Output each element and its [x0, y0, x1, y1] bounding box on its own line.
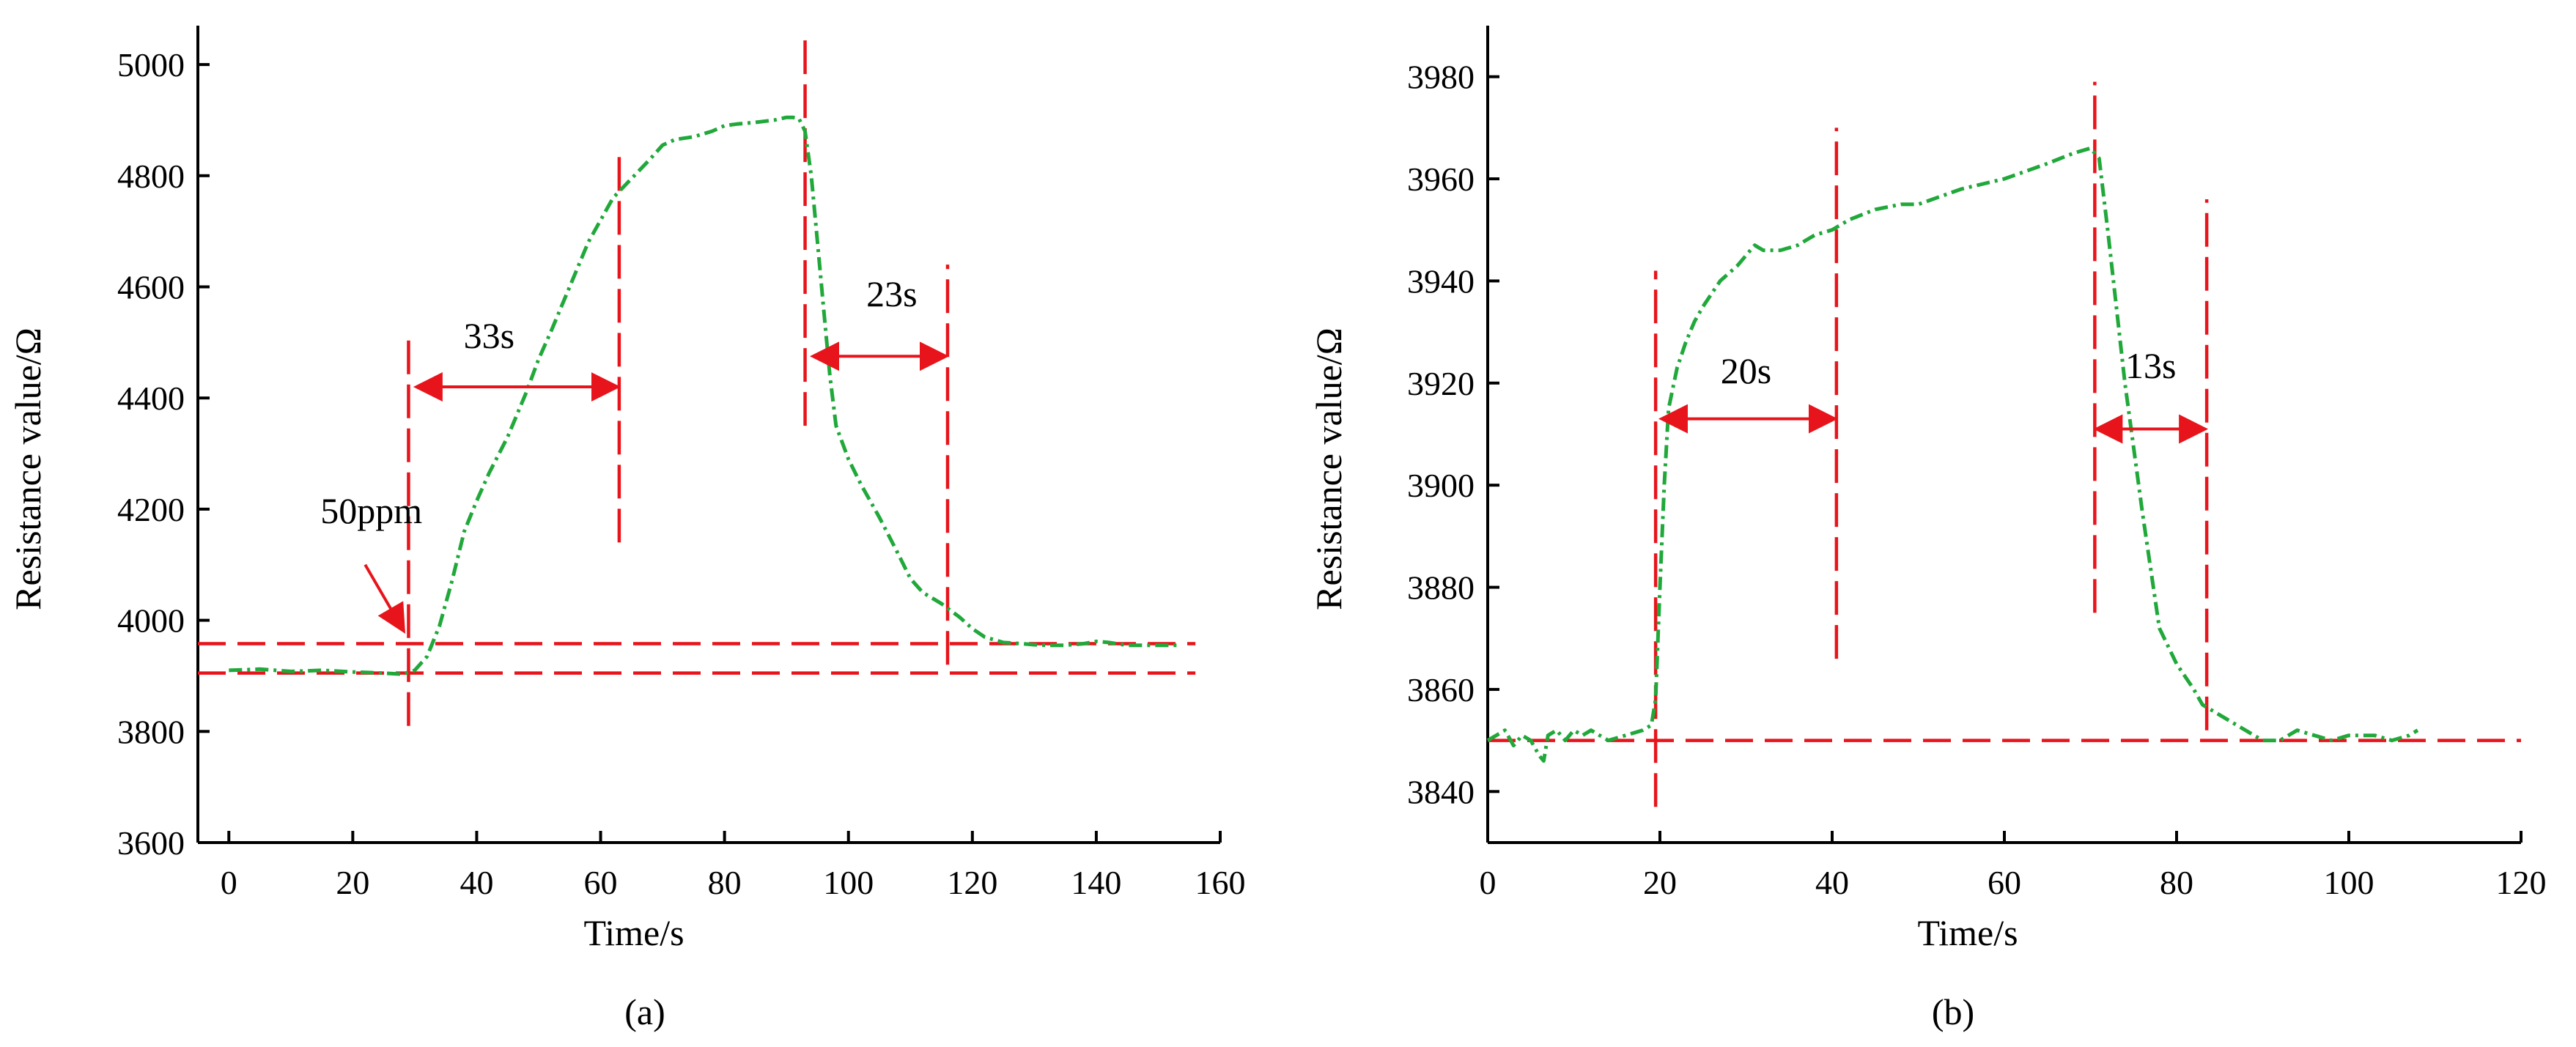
panel-a-xlabel: Time/s [583, 912, 684, 953]
panel-b-xtick-label: 100 [2324, 864, 2374, 901]
panel-b-xtick-label: 60 [1988, 864, 2021, 901]
panel-b-resistance-series [1486, 146, 2419, 763]
panel-b-interval-label: 13s [2125, 345, 2176, 386]
panel-a-xtick-label: 40 [460, 864, 493, 901]
panel-a-callout-label: 50ppm [320, 490, 422, 531]
panel-a-xtick-label: 80 [708, 864, 742, 901]
panel-b-xtick-label: 20 [1643, 864, 1677, 901]
panel-b-ytick-label: 3920 [1407, 365, 1475, 402]
panel-a-xtick-label: 120 [947, 864, 997, 901]
panel-b-xtick-label: 120 [2496, 864, 2547, 901]
panel-a-interval-label: 33s [464, 315, 514, 356]
panel-a-ytick-label: 4800 [117, 158, 185, 195]
panel-b-ytick-label: 3880 [1407, 569, 1475, 607]
panel-a-ytick-label: 4600 [117, 268, 185, 306]
panel-a-interval-label: 23s [866, 273, 917, 314]
panel-a-marks: 3600 3800 4000 4200 4400 4600 4800 5000 0 20 40 60 8… [117, 26, 1246, 901]
panel-a-caption: (a) [624, 991, 665, 1032]
chart-panel-a: 3600 3800 4000 4200 4400 4600 4800 5000 0 20 40 60 8… [7, 26, 1246, 1032]
panel-a-xtick-label: 20 [336, 864, 369, 901]
panel-a-ylabel: Resistance value/Ω [7, 328, 48, 610]
panel-a-ytick-label: 4400 [117, 380, 185, 417]
panel-b-xtick-label: 40 [1815, 864, 1849, 901]
panel-a-ytick-label: 4200 [117, 491, 185, 528]
panel-b-ytick-label: 3840 [1407, 773, 1475, 810]
panel-b-ytick-label: 3940 [1407, 262, 1475, 300]
panel-a-ytick-label: 3600 [117, 824, 185, 862]
panel-a-xtick-label: 140 [1071, 864, 1121, 901]
panel-a-callout-arrow [363, 563, 406, 634]
panel-b-caption: (b) [1932, 991, 1974, 1032]
panel-a-xtick-label: 160 [1195, 864, 1246, 901]
panel-b-xtick-label: 80 [2160, 864, 2193, 901]
panel-a-resistance-series [229, 115, 1177, 676]
panel-a-xtick-label: 0 [221, 864, 237, 901]
panel-a-ytick-label: 5000 [117, 46, 185, 84]
panel-a-ytick-label: 3800 [117, 713, 185, 750]
panel-b-ytick-label: 3980 [1407, 59, 1475, 96]
panel-b-ytick-label: 3900 [1407, 467, 1475, 504]
chart-panel-b: 3840 3860 3880 3900 3920 3940 3960 3980 0 20 40 60 8… [1308, 26, 2547, 1032]
panel-b-xlabel: Time/s [1917, 912, 2018, 953]
panel-b-ytick-label: 3860 [1407, 671, 1475, 709]
panel-b-marks: 3840 3860 3880 3900 3920 3940 3960 3980 0 20 40 60 8… [1407, 26, 2547, 901]
panel-b-ytick-label: 3960 [1407, 160, 1475, 198]
panel-b-ylabel: Resistance value/Ω [1308, 328, 1349, 610]
panel-a-xtick-label: 60 [584, 864, 618, 901]
panel-a-xtick-label: 100 [823, 864, 874, 901]
panel-b-xtick-label: 0 [1480, 864, 1496, 901]
panel-a-ytick-label: 4000 [117, 602, 185, 640]
panel-b-interval-label: 20s [1721, 350, 1771, 391]
